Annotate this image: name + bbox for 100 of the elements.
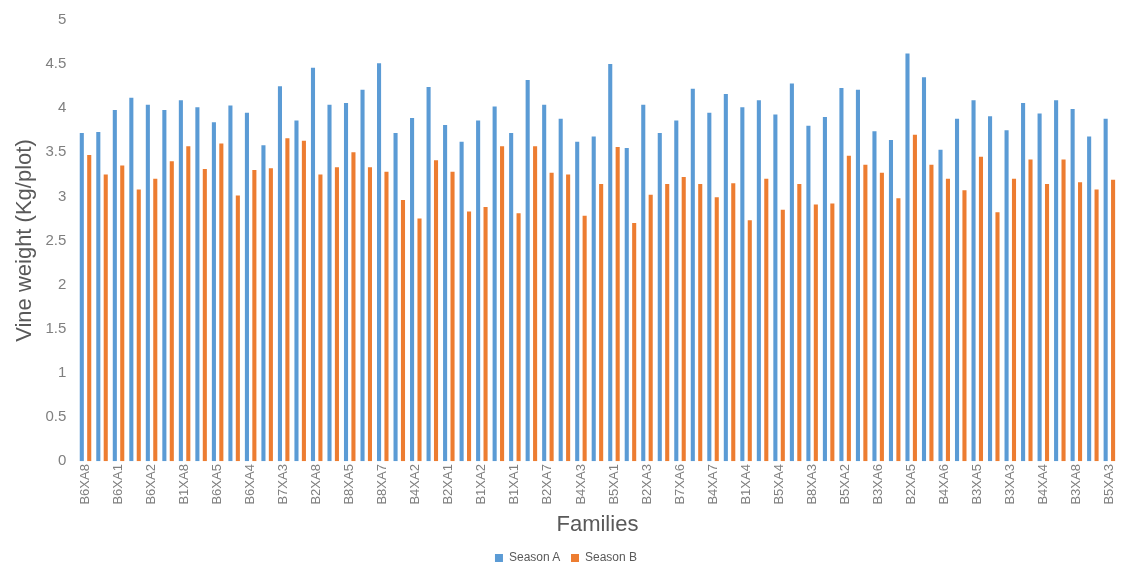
bar — [87, 154, 92, 462]
x-tick-label: B2XA5 — [902, 464, 918, 505]
bar — [211, 122, 216, 462]
bar — [632, 222, 637, 462]
x-tick-label: B4XA2 — [407, 464, 423, 505]
bar — [1094, 189, 1099, 462]
bar — [608, 64, 613, 462]
bar — [301, 140, 306, 462]
bar — [912, 134, 917, 462]
y-tick-label: 2 — [57, 274, 67, 292]
bar — [169, 161, 174, 462]
bar — [525, 79, 530, 462]
bar — [129, 97, 134, 462]
bar — [863, 164, 868, 462]
bar — [334, 167, 339, 462]
x-tick-label: B1XA4 — [737, 464, 753, 505]
x-tick-label: B3XA5 — [968, 464, 984, 505]
bar — [995, 212, 1000, 462]
bar — [707, 112, 712, 462]
x-tick-label: B1XA2 — [473, 464, 489, 505]
y-tick-label: 2.5 — [45, 230, 67, 248]
bar — [929, 164, 934, 462]
bar — [360, 89, 365, 462]
bar — [384, 171, 389, 462]
bar — [938, 149, 943, 462]
bar — [954, 118, 960, 462]
bar — [367, 167, 372, 462]
bar — [780, 209, 785, 462]
y-tick-label: 0.5 — [45, 407, 67, 425]
bar — [681, 177, 686, 462]
bar — [723, 94, 728, 462]
x-tick-label: B5XA1 — [605, 464, 621, 505]
bar — [839, 87, 844, 462]
bar — [575, 141, 580, 462]
bar — [549, 172, 554, 462]
bar — [1028, 159, 1033, 462]
bar — [400, 199, 406, 462]
bar — [153, 178, 158, 462]
bar — [103, 174, 108, 462]
bar — [813, 204, 818, 462]
bar — [648, 194, 653, 462]
bar — [195, 107, 200, 462]
bar — [377, 63, 382, 462]
bar — [112, 109, 117, 462]
y-axis-title: Vine weight (Kg/plot) — [11, 139, 37, 342]
bar — [830, 203, 835, 462]
bar — [417, 218, 422, 462]
y-tick-label: 4 — [57, 98, 67, 116]
bar — [822, 117, 827, 462]
bar — [1078, 182, 1083, 462]
bar — [1111, 179, 1116, 462]
y-tick-label: 3.5 — [45, 142, 67, 160]
bar — [443, 124, 448, 462]
x-tick-label: B8XA3 — [803, 464, 819, 505]
bar — [483, 207, 488, 462]
bar — [509, 132, 514, 462]
x-tick-label: B6XA5 — [209, 464, 225, 505]
bar — [855, 89, 860, 462]
x-tick-label: B5XA4 — [770, 464, 786, 505]
bar — [1044, 184, 1050, 462]
bar — [310, 67, 316, 462]
bar — [773, 114, 778, 462]
bar — [343, 102, 349, 462]
bar — [79, 132, 84, 462]
bar — [1054, 100, 1059, 462]
bar — [674, 120, 679, 462]
bar — [756, 100, 761, 462]
bar — [599, 184, 604, 462]
bar — [136, 189, 141, 462]
x-tick-label: B3XA3 — [1001, 464, 1017, 505]
bar — [516, 213, 521, 462]
x-tick-label: B5XA3 — [1100, 464, 1116, 505]
bar — [261, 145, 266, 462]
bar — [459, 141, 464, 462]
y-tick-label: 4.5 — [45, 54, 67, 72]
y-tick-label: 3 — [57, 186, 67, 204]
bar — [202, 169, 207, 462]
bar — [219, 143, 224, 462]
bar — [945, 178, 950, 462]
bar — [244, 112, 249, 462]
bar — [351, 152, 356, 462]
bar — [228, 105, 233, 462]
bar — [1103, 118, 1108, 462]
bar — [252, 169, 257, 462]
bar — [714, 197, 719, 462]
bar — [1021, 102, 1026, 462]
bar — [797, 184, 802, 462]
bar — [615, 147, 620, 462]
bar — [657, 132, 662, 462]
legend-label: Season A — [508, 550, 561, 565]
bar — [476, 120, 481, 462]
x-tick-label: B8XA7 — [374, 464, 390, 505]
bar — [1037, 113, 1042, 462]
bar — [120, 165, 125, 462]
bar — [962, 190, 967, 462]
bar — [879, 172, 884, 462]
x-tick-label: B2XA3 — [638, 464, 654, 505]
bar — [186, 146, 191, 462]
bar — [162, 109, 167, 462]
bar — [690, 88, 695, 462]
